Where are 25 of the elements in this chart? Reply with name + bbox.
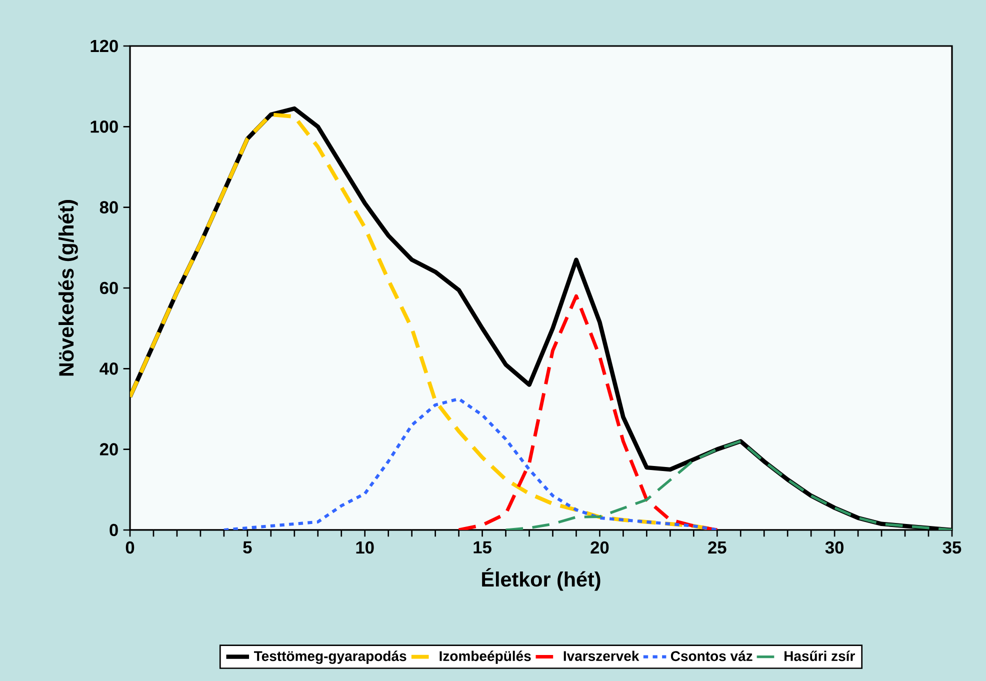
line-series xyxy=(457,294,719,530)
legend-label: Ivarszervek xyxy=(564,650,640,662)
y-tick-label: 100 xyxy=(90,120,118,133)
line-series xyxy=(222,397,719,530)
legend-label: Csontos váz xyxy=(670,650,752,662)
y-axis-title: Növekedés (g/hét) xyxy=(58,200,78,376)
x-tick-label: 10 xyxy=(356,541,374,554)
line-series xyxy=(504,440,952,530)
x-tick-label: 0 xyxy=(126,541,134,554)
legend-label: Izombeépülés xyxy=(440,650,531,664)
x-tick-label: 20 xyxy=(590,541,609,554)
x-axis-title: Életkor (hét) xyxy=(482,568,600,591)
y-tick-label: 120 xyxy=(90,40,118,52)
y-tick-label: 0 xyxy=(110,524,118,536)
y-tick-label: 20 xyxy=(100,443,118,456)
y-tick-label: 60 xyxy=(100,282,118,294)
x-tick-label: 5 xyxy=(243,541,252,554)
y-tick-label: 40 xyxy=(100,362,118,375)
legend-label: Testtömeg-gyarapodás xyxy=(254,650,406,664)
x-tick-label: 30 xyxy=(825,541,844,554)
y-tick-label: 80 xyxy=(100,201,118,214)
legend-label: Hasűri zsír xyxy=(784,650,855,662)
x-tick-label: 15 xyxy=(474,541,492,554)
x-tick-label: 35 xyxy=(942,541,962,554)
x-tick-label: 25 xyxy=(708,541,726,554)
